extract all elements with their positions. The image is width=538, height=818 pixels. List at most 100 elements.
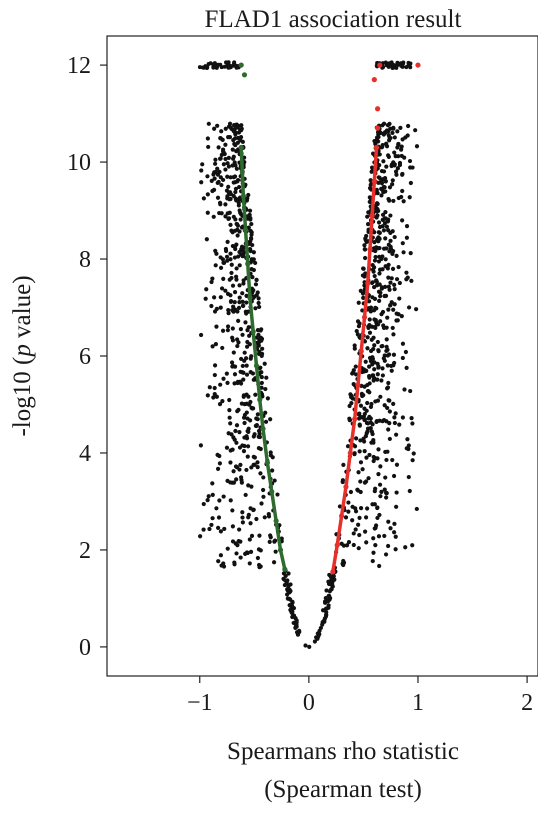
gene-point — [364, 420, 370, 426]
gene-point — [256, 340, 262, 345]
gene-point — [377, 224, 383, 230]
gene-point — [365, 214, 370, 219]
gene-point — [237, 467, 242, 472]
gene-point — [233, 63, 238, 68]
gene-point — [370, 431, 375, 437]
gene-point — [370, 324, 375, 329]
gene-point — [394, 311, 399, 316]
gene-point — [384, 141, 389, 146]
gene-point — [365, 335, 370, 340]
gene-point — [221, 149, 226, 155]
gene-point — [371, 536, 376, 541]
gene-point — [255, 417, 260, 422]
gene-point — [392, 530, 397, 535]
gene-point — [362, 283, 367, 288]
gene-point — [242, 443, 247, 449]
chart-title: FLAD1 association result — [205, 6, 462, 33]
gene-point — [346, 500, 351, 505]
gene-point — [266, 514, 272, 519]
gene-point — [386, 196, 391, 202]
gene-point — [253, 282, 259, 287]
gene-point — [366, 388, 371, 394]
gene-point — [237, 283, 242, 288]
series-point — [264, 460, 270, 466]
gene-point — [374, 187, 379, 192]
gene-point — [230, 338, 236, 343]
gene-point — [364, 408, 369, 413]
gene-point — [365, 222, 371, 227]
gene-point — [386, 543, 391, 549]
gene-point — [247, 342, 252, 347]
gene-point — [372, 489, 377, 494]
gene-point — [407, 488, 412, 494]
gene-point — [370, 373, 376, 378]
gene-point — [348, 489, 354, 495]
gene-point — [262, 361, 267, 366]
gene-point — [229, 228, 234, 233]
gene-point — [198, 332, 204, 338]
gene-point — [211, 214, 216, 219]
gene-point — [226, 216, 232, 221]
gene-point — [223, 288, 228, 293]
series-point — [238, 62, 244, 68]
gene-point — [389, 163, 394, 169]
gene-point — [398, 125, 403, 130]
gene-point — [388, 303, 393, 308]
gene-point — [211, 395, 216, 400]
gene-point — [255, 328, 261, 333]
gene-point — [374, 215, 379, 220]
gene-point — [244, 300, 249, 305]
gene-point — [404, 277, 409, 282]
gene-point — [212, 61, 217, 66]
gene-point — [244, 467, 249, 473]
gene-point — [218, 255, 223, 260]
gene-point — [220, 398, 225, 404]
gene-point — [376, 534, 382, 539]
gene-point — [232, 562, 237, 567]
gene-point — [244, 363, 249, 368]
gene-point — [395, 166, 400, 171]
gene-point — [376, 235, 381, 240]
gene-point — [237, 527, 242, 532]
gene-point — [234, 477, 239, 482]
gene-point — [380, 254, 385, 259]
gene-point — [386, 275, 391, 280]
gene-point — [388, 238, 393, 243]
gene-point — [243, 320, 248, 325]
gene-point — [381, 131, 386, 136]
gene-point — [374, 135, 380, 140]
gene-point — [363, 238, 368, 243]
gene-point — [357, 422, 362, 427]
gene-point — [351, 382, 356, 387]
gene-point — [213, 342, 219, 347]
gene-point — [339, 541, 344, 546]
gene-point — [406, 474, 411, 480]
gene-point — [380, 419, 385, 424]
gene-point — [241, 281, 246, 286]
gene-point — [263, 386, 268, 392]
gene-point — [323, 614, 329, 619]
gene-point — [236, 340, 241, 345]
gene-point — [382, 403, 387, 408]
gene-point — [239, 127, 244, 132]
gene-point — [383, 552, 389, 557]
gene-point — [356, 300, 361, 305]
gene-point — [218, 136, 223, 141]
gene-point — [268, 453, 273, 458]
gene-point — [380, 366, 385, 371]
gene-point — [221, 177, 226, 183]
gene-point — [228, 293, 233, 298]
gene-point — [393, 534, 398, 539]
gene-point — [380, 217, 385, 223]
gene-point — [367, 452, 372, 458]
gene-point — [367, 375, 372, 380]
gene-point — [208, 61, 213, 66]
gene-point — [376, 447, 381, 452]
gene-point — [297, 628, 302, 633]
gene-point — [388, 526, 393, 531]
gene-point — [390, 178, 395, 183]
gene-point — [391, 248, 396, 254]
gene-point — [369, 165, 375, 170]
gene-point — [228, 257, 233, 262]
gene-point — [223, 214, 228, 219]
